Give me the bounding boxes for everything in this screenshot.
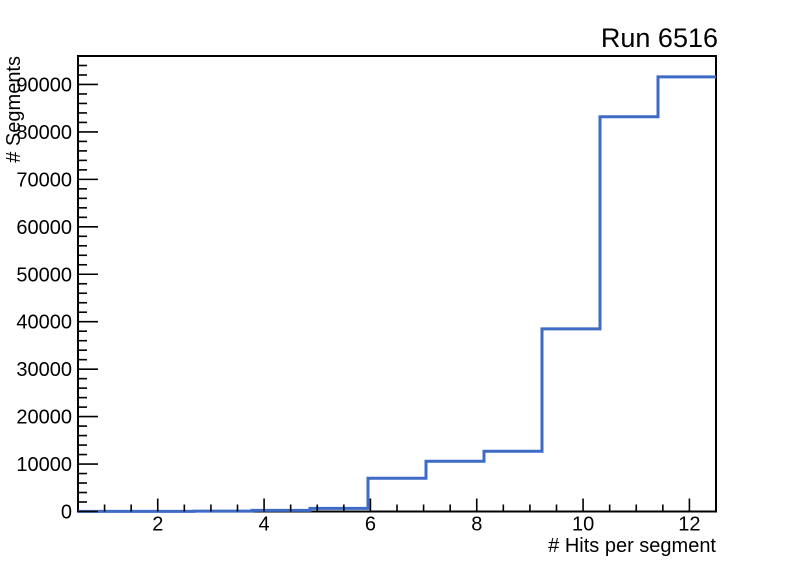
y-tick-label: 90000	[16, 74, 72, 96]
axis-ticks	[78, 64, 691, 513]
frame-box	[77, 55, 717, 513]
histogram-path	[78, 75, 716, 513]
x-tick-label: 8	[471, 514, 482, 536]
plot-frame	[77, 55, 717, 513]
y-tick-label: 70000	[16, 169, 72, 191]
x-tick-label: 12	[678, 514, 700, 536]
y-tick-label: 20000	[16, 407, 72, 429]
y-axis-title: # Segments	[3, 56, 25, 163]
x-tick-label: 2	[152, 514, 163, 536]
axis-tick-labels: 2 4 6 8 10 12 0 10000 20000 30000 40000 50000 60000 7…	[16, 74, 700, 535]
x-tick-label: 4	[259, 514, 270, 536]
plot-title: Run 6516	[601, 23, 718, 53]
histogram-step-line	[78, 75, 716, 513]
y-tick-label: 60000	[16, 217, 72, 239]
y-tick-label: 50000	[16, 264, 72, 286]
y-tick-label: 0	[61, 502, 72, 524]
x-tick-label: 10	[572, 514, 594, 536]
y-tick-label: 30000	[16, 359, 72, 381]
x-tick-label: 6	[365, 514, 376, 536]
y-tick-label: 80000	[16, 122, 72, 144]
y-tick-label: 40000	[16, 312, 72, 334]
y-tick-label: 10000	[16, 454, 72, 476]
x-axis-title: # Hits per segment	[548, 535, 716, 557]
